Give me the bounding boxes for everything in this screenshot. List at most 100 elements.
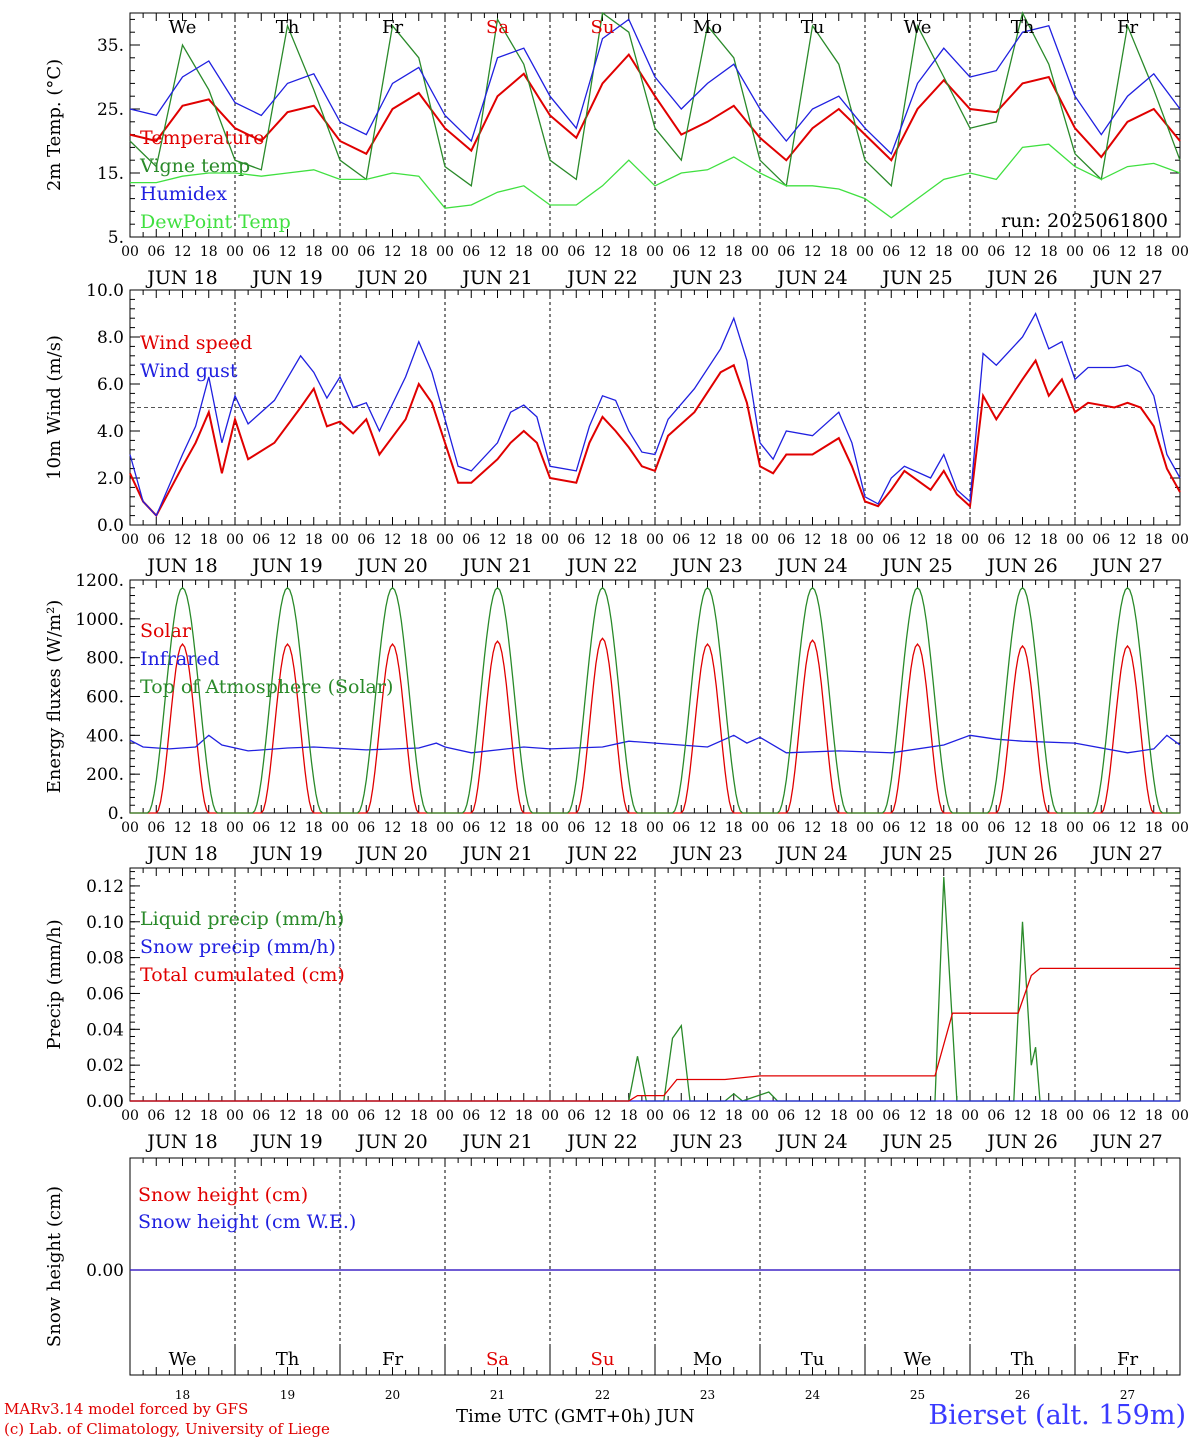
hour-label: 06	[672, 1108, 690, 1124]
hour-label: 12	[1014, 820, 1032, 836]
series-line-wind-gust	[129, 311, 1181, 517]
y-tick-label: 600.	[86, 688, 124, 708]
run-label: run: 2025061800	[1001, 210, 1168, 232]
hour-label: 00	[436, 532, 454, 548]
weekday-label-bottom: Su	[591, 1349, 615, 1370]
hour-label: 06	[777, 820, 795, 836]
hour-label: 06	[462, 1108, 480, 1124]
hour-label: 00	[1171, 1108, 1189, 1124]
date-label: JUN 24	[775, 1131, 847, 1153]
hour-label: 18	[1040, 820, 1058, 836]
hour-label: 18	[305, 532, 323, 548]
hour-label: 00	[541, 1108, 559, 1124]
hour-label: 18	[515, 1108, 533, 1124]
hour-label: 18	[1145, 244, 1163, 260]
hour-label: 06	[357, 532, 375, 548]
date-label: JUN 26	[985, 1131, 1057, 1153]
date-label: JUN 24	[775, 555, 847, 577]
hour-label: 06	[462, 820, 480, 836]
hour-label: 06	[147, 820, 165, 836]
series-line-temperature	[129, 52, 1181, 162]
hour-label: 06	[147, 1108, 165, 1124]
hour-label: 00	[226, 244, 244, 260]
hour-label: 06	[567, 532, 585, 548]
hour-label: 06	[252, 532, 270, 548]
hour-label: 18	[200, 244, 218, 260]
date-label: JUN 18	[145, 1131, 217, 1153]
hour-label: 00	[751, 820, 769, 836]
date-label: JUN 27	[1090, 1131, 1162, 1153]
weekday-label-top: Mo	[693, 17, 722, 38]
hour-label: 18	[725, 820, 743, 836]
hour-label: 00	[646, 1108, 664, 1124]
hour-label: 12	[804, 1108, 822, 1124]
y-tick-label: 15.	[97, 164, 124, 184]
weekday-label-top: Fr	[382, 17, 403, 38]
y-tick-label: 0.0	[97, 516, 124, 536]
hour-label: 06	[1092, 244, 1110, 260]
legend-entry: Liquid precip (mm/h)	[140, 908, 344, 930]
hour-label: 12	[1119, 820, 1137, 836]
hour-label: 00	[961, 820, 979, 836]
weekday-label-bottom: Th	[1011, 1349, 1035, 1370]
legend-entry: Humidex	[140, 183, 227, 205]
legend-entry: Infrared	[140, 648, 220, 670]
weekday-label-bottom: Mo	[693, 1349, 722, 1370]
hour-label: 06	[357, 244, 375, 260]
hour-label: 12	[279, 244, 297, 260]
hour-label: 12	[594, 244, 612, 260]
date-label: JUN 18	[145, 555, 217, 577]
legend-entry: Snow height (cm W.E.)	[138, 1211, 356, 1233]
hour-label: 18	[830, 820, 848, 836]
hour-label: 00	[331, 244, 349, 260]
hour-label: 18	[725, 244, 743, 260]
hour-label: 12	[909, 244, 927, 260]
hour-label: 18	[830, 244, 848, 260]
hour-label: 12	[699, 532, 717, 548]
lab-credit: (c) Lab. of Climatology, University of L…	[4, 1420, 330, 1438]
hour-label: 12	[594, 1108, 612, 1124]
y-axis-label: Precip (mm/h)	[44, 919, 65, 1049]
date-label: JUN 21	[460, 1131, 532, 1153]
y-tick-label: 4.0	[97, 422, 124, 442]
hour-label: 06	[567, 1108, 585, 1124]
hour-label: 12	[804, 820, 822, 836]
weekday-label-top: We	[904, 17, 932, 38]
y-tick-label: 6.0	[97, 375, 124, 395]
hour-label: 18	[1040, 244, 1058, 260]
hour-label: 12	[1014, 532, 1032, 548]
panel-2: 0.0 2.0 4.0 6.0 8.0 10.0 10m Wind (m/s) 00 06 12 1…	[44, 281, 1189, 577]
hour-label: 18	[410, 820, 428, 836]
hour-label: 06	[1092, 532, 1110, 548]
legend-entry: Total cumulated (cm)	[140, 964, 345, 986]
hour-label: 06	[357, 1108, 375, 1124]
date-label: JUN 22	[565, 843, 637, 865]
y-axis-label: 2m Temp. (°C)	[44, 59, 65, 191]
hour-label: 12	[909, 532, 927, 548]
hour-label: 06	[1092, 820, 1110, 836]
y-axis-label: Energy fluxes (W/m²)	[44, 600, 65, 794]
hour-label: 00	[121, 532, 139, 548]
hour-label: 12	[384, 1108, 402, 1124]
hour-label: 12	[279, 1108, 297, 1124]
day-number-label: 22	[595, 1388, 610, 1402]
date-label: JUN 25	[880, 555, 952, 577]
hour-label: 00	[646, 244, 664, 260]
weekday-label-top: Tu	[801, 17, 825, 38]
legend-entry: Snow precip (mm/h)	[140, 936, 336, 958]
hour-label: 00	[226, 820, 244, 836]
hour-label: 00	[856, 532, 874, 548]
legend-entry: Top of Atmosphere (Solar)	[140, 676, 393, 698]
date-label: JUN 27	[1090, 843, 1162, 865]
hour-label: 18	[200, 1108, 218, 1124]
hour-label: 12	[384, 820, 402, 836]
day-number-label: 26	[1015, 1388, 1030, 1402]
hour-label: 00	[121, 820, 139, 836]
hour-label: 18	[830, 532, 848, 548]
day-number-label: 20	[385, 1388, 400, 1402]
weekday-label-bottom: We	[904, 1349, 932, 1370]
hour-label: 00	[1171, 820, 1189, 836]
date-label: JUN 25	[880, 1131, 952, 1153]
y-tick-label: 8.0	[97, 328, 124, 348]
